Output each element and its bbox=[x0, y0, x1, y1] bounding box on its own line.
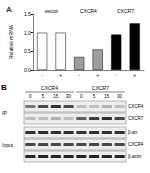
svg-text:15: 15 bbox=[104, 94, 110, 99]
svg-text:0: 0 bbox=[29, 94, 32, 99]
svg-text:CXCR7: CXCR7 bbox=[117, 8, 134, 14]
svg-text:-: - bbox=[115, 72, 117, 78]
svg-text:0: 0 bbox=[80, 94, 83, 99]
svg-text:30: 30 bbox=[66, 94, 72, 99]
svg-text:30: 30 bbox=[117, 94, 123, 99]
svg-text:Relative mRNA: Relative mRNA bbox=[8, 24, 14, 59]
svg-text:+: + bbox=[59, 72, 62, 78]
svg-text:β-actin: β-actin bbox=[128, 154, 142, 159]
svg-text:5: 5 bbox=[42, 94, 45, 99]
svg-text:0.5: 0.5 bbox=[24, 48, 31, 54]
svg-text:1.0: 1.0 bbox=[24, 30, 31, 36]
svg-text:+: + bbox=[96, 72, 99, 78]
svg-text:CXCR4: CXCR4 bbox=[80, 8, 97, 14]
svg-text:-: - bbox=[78, 72, 80, 78]
svg-text:Input: Input bbox=[2, 142, 14, 148]
svg-text:-: - bbox=[41, 72, 43, 78]
svg-text:CXCR4: CXCR4 bbox=[128, 142, 144, 147]
svg-text:15: 15 bbox=[53, 94, 59, 99]
svg-text:B: B bbox=[1, 83, 7, 92]
svg-text:CXCR4: CXCR4 bbox=[41, 85, 58, 91]
svg-text:A: A bbox=[6, 5, 12, 14]
svg-text:5: 5 bbox=[93, 94, 96, 99]
svg-text:CXCR4: CXCR4 bbox=[128, 104, 144, 109]
svg-text:1.5: 1.5 bbox=[24, 11, 31, 17]
svg-text:IP: IP bbox=[2, 110, 7, 116]
svg-text:CXCR7: CXCR7 bbox=[128, 116, 144, 121]
svg-text:vector: vector bbox=[45, 8, 59, 14]
svg-text:+: + bbox=[133, 72, 136, 78]
svg-text:β-arr: β-arr bbox=[128, 130, 138, 135]
svg-text:0.0: 0.0 bbox=[24, 67, 31, 73]
svg-text:CXCR7: CXCR7 bbox=[92, 85, 109, 91]
